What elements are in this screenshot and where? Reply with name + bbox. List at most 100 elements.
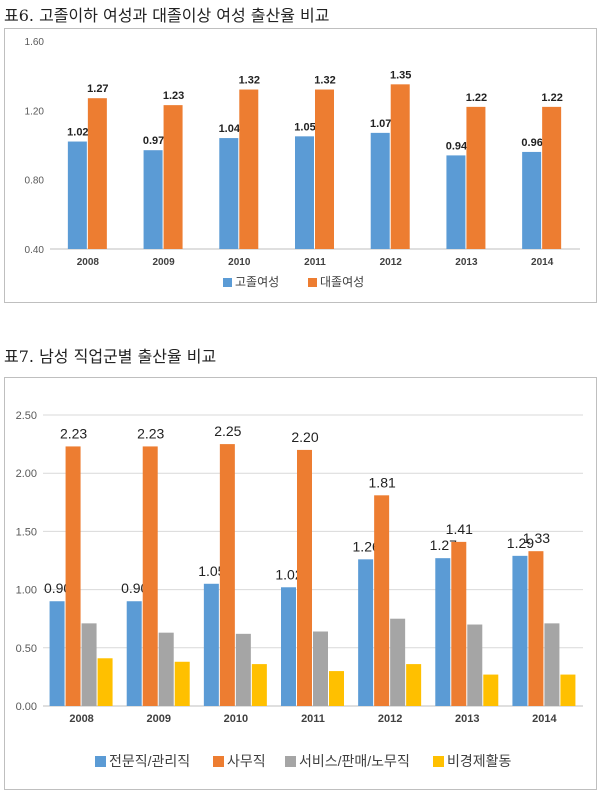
data-label: 1.41 [446, 521, 473, 537]
chart-caption: 표7. 남성 직업군별 출산율 비교 [4, 347, 217, 366]
x-tick-label: 2014 [532, 713, 557, 725]
data-label: 1.81 [369, 474, 396, 490]
data-label: 1.35 [390, 69, 411, 81]
legend-label: 비경제활동 [447, 753, 512, 769]
bar [358, 559, 374, 706]
bar-chart: 1.60 1.20 0.80 0.40 1.02 1.27 2008 0.97 1.23 2009… [25, 37, 580, 289]
bar [483, 674, 499, 706]
bar [512, 555, 528, 706]
data-label: 1.22 [541, 92, 562, 104]
bar [329, 671, 344, 706]
data-label: 1.02 [275, 566, 302, 582]
data-label: 1.23 [163, 90, 184, 102]
y-tick-label: 1.00 [16, 585, 37, 597]
y-tick-label: 1.60 [25, 37, 45, 48]
x-tick-label: 2013 [455, 257, 478, 268]
bar [163, 105, 183, 249]
bar [281, 587, 296, 706]
x-tick-label: 2008 [69, 713, 93, 725]
x-tick-label: 2010 [224, 713, 248, 725]
bar [219, 444, 235, 706]
legend-label: 사무직 [227, 753, 266, 769]
bar [297, 449, 312, 706]
legend-label: 서비스/판매/노무직 [299, 753, 410, 769]
bar [219, 138, 239, 249]
data-label: 1.32 [239, 75, 260, 87]
data-label: 2.25 [214, 423, 241, 439]
data-label: 1.27 [430, 537, 457, 553]
data-label: 1.27 [87, 83, 108, 95]
y-tick-label: 2.50 [16, 410, 37, 422]
data-label: 2.23 [137, 425, 164, 441]
bar [251, 664, 267, 706]
bar [239, 89, 259, 250]
legend-swatch [285, 756, 296, 767]
legend-label: 전문직/관리직 [109, 753, 190, 769]
bar [81, 623, 97, 706]
bar [87, 98, 107, 249]
legend-swatch [433, 756, 444, 767]
data-label: 0.94 [446, 140, 468, 152]
data-label: 0.97 [143, 135, 164, 147]
bar [528, 551, 544, 706]
bar [203, 583, 219, 706]
data-label: 2.23 [60, 425, 87, 441]
bar [374, 495, 390, 706]
y-tick-label: 0.80 [25, 176, 45, 187]
x-tick-label: 2012 [380, 257, 403, 268]
x-tick-label: 2012 [378, 713, 402, 725]
legend-label: 고졸여성 [235, 275, 279, 289]
y-tick-label: 0.40 [25, 245, 45, 256]
legend-swatch [223, 278, 232, 287]
bar [451, 541, 467, 706]
data-label: 0.90 [121, 580, 148, 596]
bar [65, 446, 81, 706]
bar [158, 632, 174, 706]
y-tick-label: 0.00 [16, 701, 37, 713]
data-label: 1.29 [507, 535, 534, 551]
data-label: 1.32 [314, 75, 335, 87]
chart-panel: 2.50 2.00 1.50 1.00 0.50 0.00 0.90 2.23 2008 0.90… [4, 377, 597, 790]
bar [142, 446, 158, 706]
x-tick-label: 2009 [152, 257, 175, 268]
bar [542, 106, 562, 249]
data-label: 0.96 [521, 137, 542, 149]
data-label: 1.33 [523, 530, 550, 546]
y-tick-label: 1.50 [16, 526, 37, 538]
bar [544, 623, 560, 706]
x-tick-label: 2009 [146, 713, 170, 725]
data-label: 1.05 [198, 563, 225, 579]
bar [466, 106, 486, 249]
data-label: 2.20 [291, 429, 318, 445]
data-label: 1.07 [370, 118, 391, 130]
bar [435, 558, 451, 706]
chart-caption: 표6. 고졸이하 여성과 대졸이상 여성 출산율 비교 [4, 6, 330, 25]
bar [370, 132, 390, 249]
data-label: 1.26 [353, 538, 380, 554]
y-tick-label: 2.00 [16, 468, 37, 480]
y-tick-label: 0.50 [16, 643, 37, 655]
x-tick-label: 2013 [455, 713, 479, 725]
bar [390, 618, 406, 706]
y-tick-label: 1.20 [25, 106, 45, 117]
data-label: 1.02 [67, 127, 88, 139]
bar [467, 624, 483, 706]
legend-swatch [95, 756, 106, 767]
bar-chart: 2.50 2.00 1.50 1.00 0.50 0.00 0.90 2.23 2008 0.90… [16, 410, 583, 769]
bar [126, 601, 142, 706]
bar [315, 89, 334, 250]
x-tick-label: 2010 [228, 257, 251, 268]
x-tick-label: 2011 [304, 257, 326, 268]
bar [560, 674, 576, 706]
bar [406, 664, 422, 706]
bar [97, 658, 113, 706]
legend-label: 대졸여성 [320, 275, 364, 289]
legend-swatch [308, 278, 317, 287]
data-label: 1.22 [466, 92, 487, 104]
bar [390, 84, 410, 249]
data-label: 1.04 [219, 123, 241, 135]
x-tick-label: 2008 [77, 257, 100, 268]
chart-panel: 1.60 1.20 0.80 0.40 1.02 1.27 2008 0.97 1.23 2009… [4, 28, 597, 303]
data-label: 0.90 [44, 580, 71, 596]
bar [49, 601, 65, 706]
